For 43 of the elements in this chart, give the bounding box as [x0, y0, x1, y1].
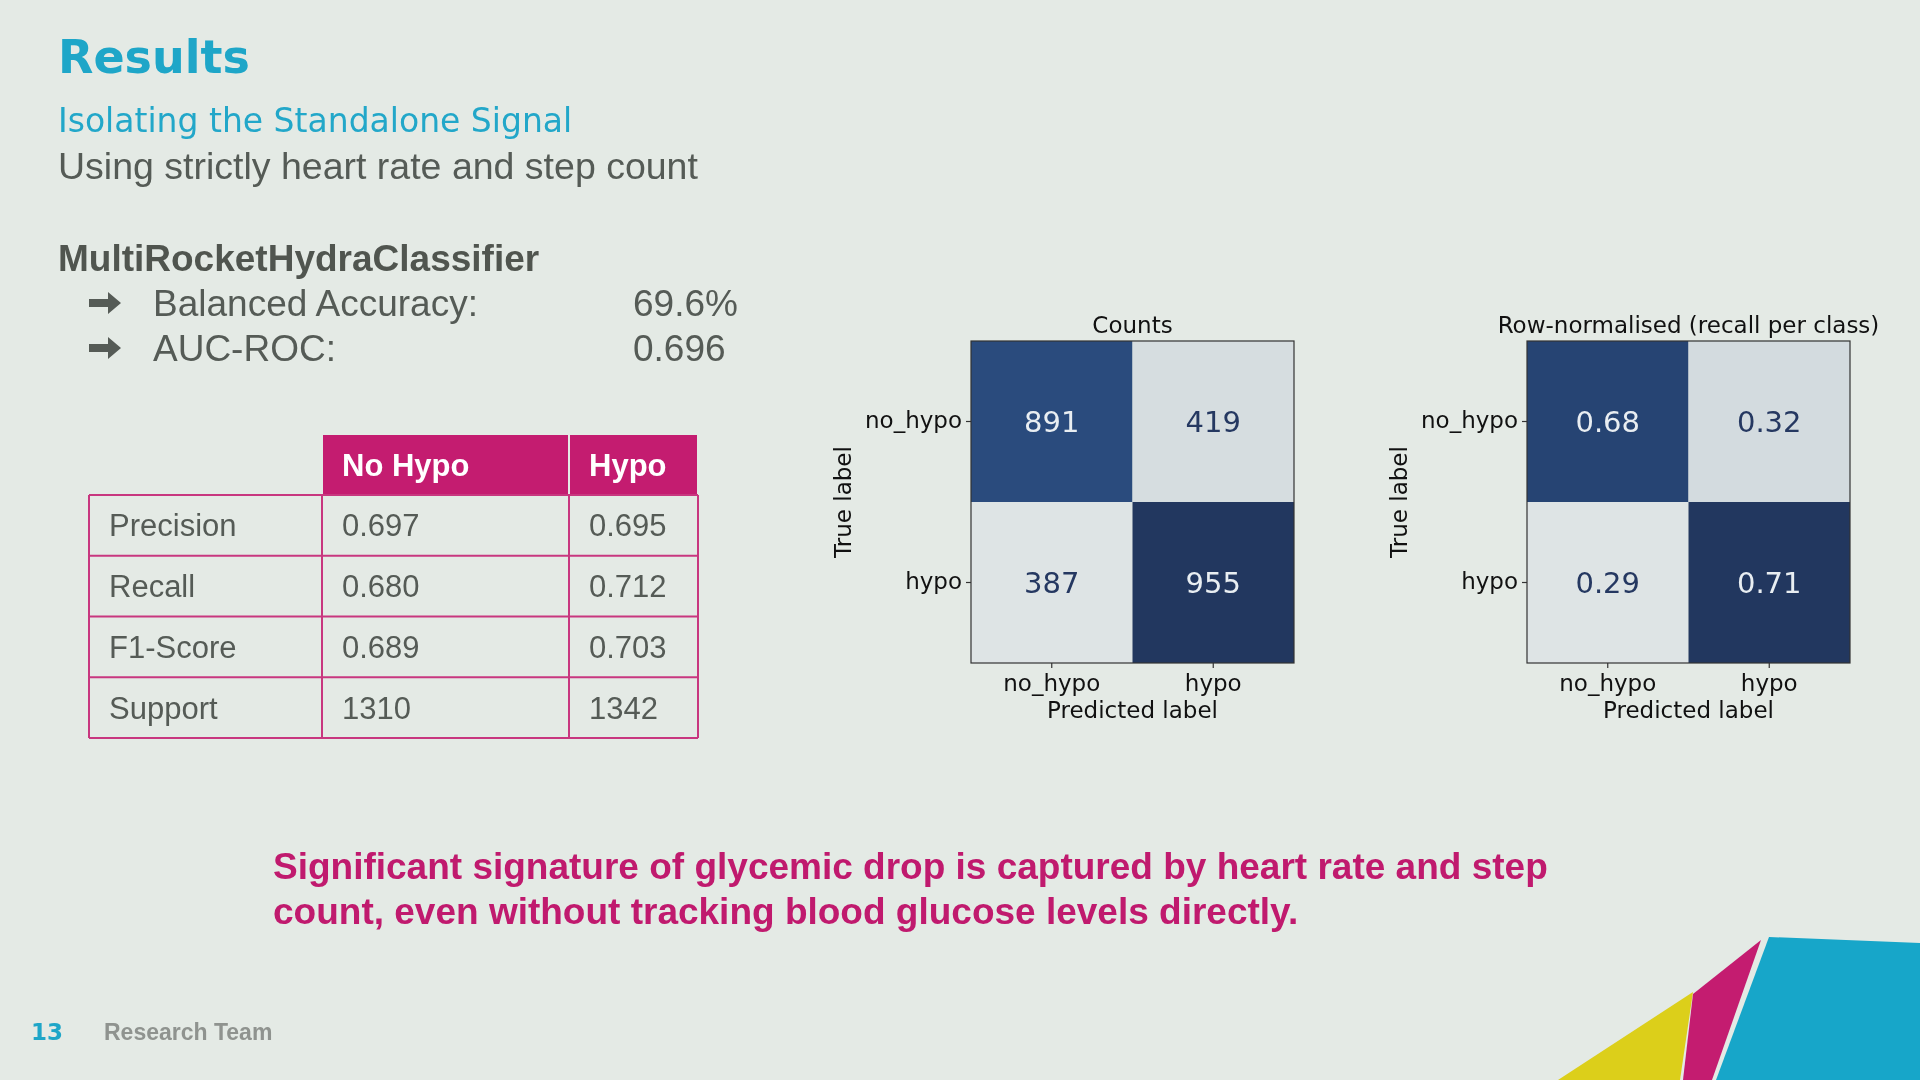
- text: Balanced Accuracy:: [153, 283, 478, 324]
- text: Isolating the Standalone Signal: [58, 101, 573, 140]
- x-tick-label: hypo: [1740, 670, 1798, 696]
- category-label: Recall: [109, 569, 196, 605]
- category-label: Precision: [109, 508, 237, 544]
- text: AUC-ROC:: [153, 328, 336, 369]
- data-label: 0.68: [1575, 404, 1641, 439]
- x-axis-title: Predicted label: [1047, 697, 1218, 723]
- data-label: 0.29: [1575, 565, 1641, 600]
- y-axis-title: True label: [830, 446, 857, 559]
- data-label: 0.697: [342, 508, 420, 544]
- text: 13: [31, 1019, 64, 1045]
- data-label: 0.689: [342, 629, 420, 665]
- text: MultiRocketHydraClassifier: [58, 238, 540, 279]
- data-label: 0.703: [589, 629, 667, 665]
- data-label: 0.712: [589, 569, 667, 605]
- data-label: 0.695: [589, 508, 667, 544]
- text: 0.696: [633, 328, 726, 369]
- data-label: 0.680: [342, 569, 420, 605]
- x-tick-label: hypo: [1184, 670, 1242, 696]
- text: Significant signature of glycemic drop is captured by heart rate and step count, even without tracking blood glucose levels directly.: [273, 846, 1548, 932]
- text: No Hypo: [342, 448, 470, 483]
- y-axis-title: True label: [1386, 446, 1413, 559]
- data-label: 1342: [589, 690, 658, 726]
- data-label: 0.32: [1736, 404, 1802, 439]
- chart-title: Counts: [1092, 312, 1173, 338]
- text: Hypo: [589, 448, 667, 483]
- data-label: 891: [1024, 404, 1080, 439]
- text: Using strictly heart rate and step count: [58, 145, 699, 187]
- text: 69.6%: [633, 283, 738, 324]
- data-label: 387: [1024, 565, 1080, 600]
- text: Research Team: [104, 1019, 273, 1045]
- data-label: 0.71: [1736, 565, 1802, 600]
- x-tick-label: no_hypo: [1559, 670, 1657, 696]
- category-label: F1-Score: [109, 629, 237, 665]
- x-axis-title: Predicted label: [1603, 697, 1774, 723]
- chart-title: Row-normalised (recall per class): [1497, 312, 1880, 338]
- x-tick-label: no_hypo: [1003, 670, 1101, 696]
- category-label: Support: [109, 690, 218, 726]
- data-label: 955: [1185, 565, 1241, 600]
- data-label: 1310: [342, 690, 411, 726]
- text: Results: [58, 30, 250, 84]
- data-label: 419: [1185, 404, 1241, 439]
